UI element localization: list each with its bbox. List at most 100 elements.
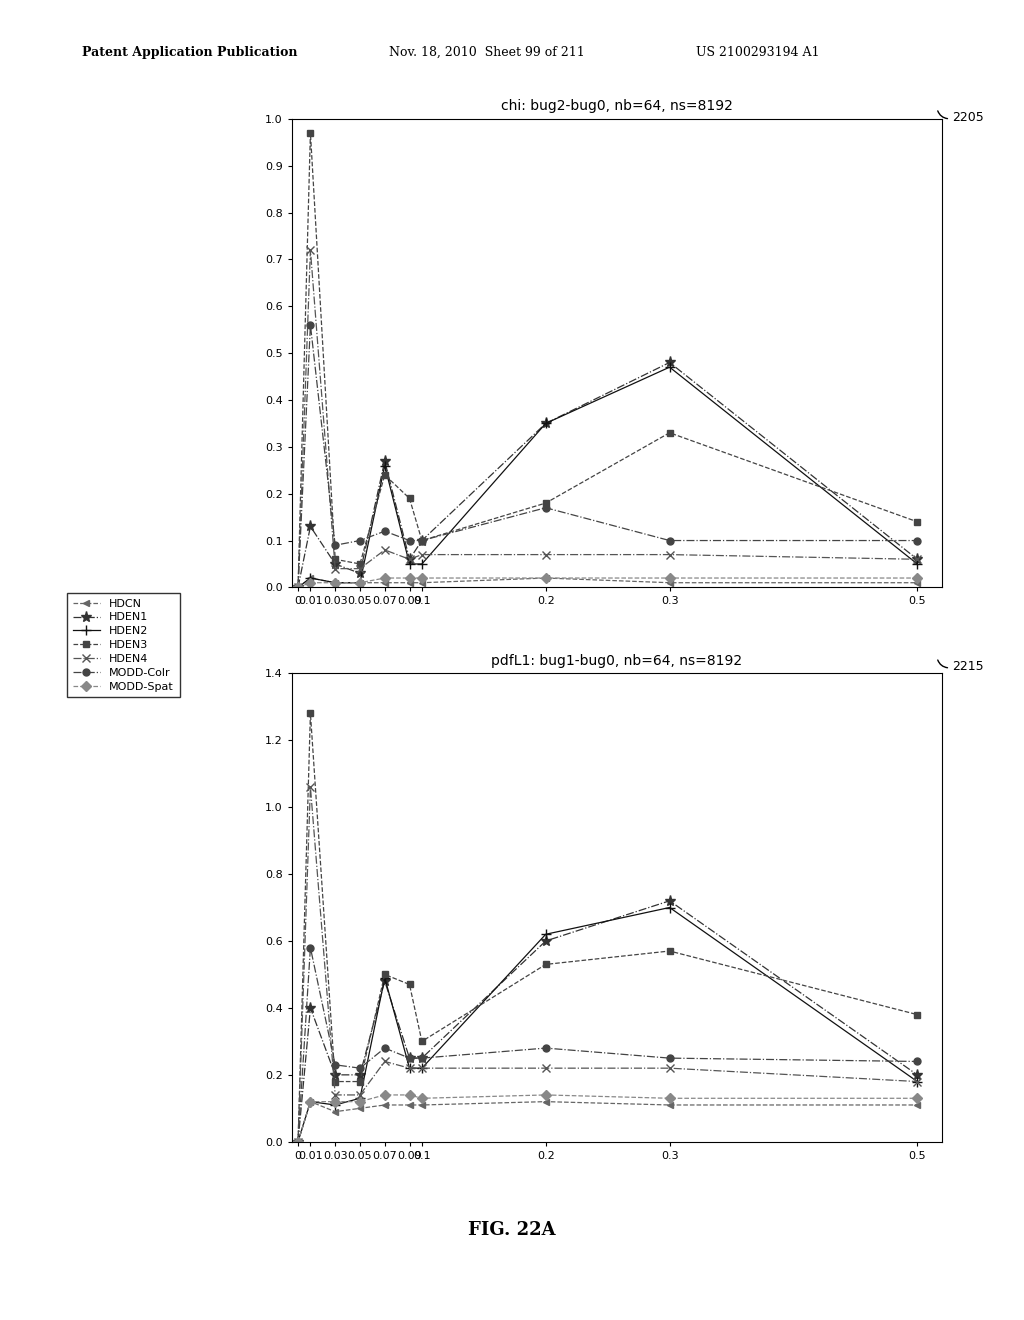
MODD-Colr — [379, 1040, 391, 1056]
Line: HDEN2: HDEN2 — [293, 903, 923, 1147]
Line: MODD-Colr: MODD-Colr — [295, 322, 921, 591]
HDEN1 — [379, 453, 391, 469]
HDCN — [664, 574, 676, 590]
HDEN2 — [416, 1060, 428, 1076]
HDCN — [540, 1094, 552, 1110]
MODD-Spat — [292, 1134, 304, 1150]
HDEN4 — [664, 1060, 676, 1076]
MODD-Colr — [540, 1040, 552, 1056]
MODD-Spat — [403, 1088, 416, 1104]
HDEN4 — [354, 1088, 367, 1104]
HDEN3 — [354, 556, 367, 572]
MODD-Spat — [354, 1094, 367, 1110]
MODD-Colr — [354, 1060, 367, 1076]
MODD-Spat — [911, 1090, 924, 1106]
HDEN4 — [416, 546, 428, 562]
MODD-Spat — [911, 570, 924, 586]
Line: HDCN: HDCN — [295, 574, 921, 591]
HDEN1 — [540, 416, 552, 432]
HDCN — [292, 1134, 304, 1150]
HDEN3 — [416, 532, 428, 549]
HDEN3 — [329, 552, 341, 568]
HDEN2 — [292, 1134, 304, 1150]
MODD-Colr — [292, 1134, 304, 1150]
HDCN — [403, 574, 416, 590]
Line: MODD-Spat: MODD-Spat — [295, 574, 921, 591]
HDEN3 — [379, 966, 391, 982]
MODD-Colr — [911, 532, 924, 549]
HDEN1 — [911, 1067, 924, 1082]
HDEN4 — [329, 1088, 341, 1104]
HDCN — [416, 574, 428, 590]
HDEN2 — [379, 970, 391, 986]
HDEN1 — [354, 565, 367, 581]
Text: 2215: 2215 — [952, 660, 984, 673]
HDEN3 — [540, 495, 552, 511]
MODD-Spat — [292, 579, 304, 595]
Legend: HDCN, HDEN1, HDEN2, HDEN3, HDEN4, MODD-Colr, MODD-Spat: HDCN, HDEN1, HDEN2, HDEN3, HDEN4, MODD-C… — [67, 593, 179, 697]
MODD-Colr — [354, 532, 367, 549]
HDCN — [329, 574, 341, 590]
HDCN — [379, 574, 391, 590]
HDEN3 — [304, 705, 316, 721]
HDEN2 — [304, 570, 316, 586]
HDEN1 — [416, 532, 428, 549]
HDEN4 — [292, 579, 304, 595]
HDCN — [911, 1097, 924, 1113]
HDEN1 — [304, 1001, 316, 1016]
HDCN — [540, 570, 552, 586]
MODD-Colr — [304, 317, 316, 333]
HDEN1 — [329, 556, 341, 572]
HDEN2 — [911, 1073, 924, 1089]
MODD-Colr — [911, 1053, 924, 1069]
HDCN — [292, 579, 304, 595]
HDEN3 — [292, 579, 304, 595]
HDEN2 — [664, 900, 676, 916]
HDEN3 — [416, 1034, 428, 1049]
HDEN1 — [664, 892, 676, 908]
Text: Patent Application Publication: Patent Application Publication — [82, 46, 297, 59]
HDEN3 — [403, 491, 416, 507]
HDEN1 — [354, 1067, 367, 1082]
HDEN2 — [379, 458, 391, 474]
Line: HDEN4: HDEN4 — [294, 246, 922, 591]
HDEN4 — [911, 1073, 924, 1089]
HDEN4 — [911, 552, 924, 568]
MODD-Colr — [416, 1051, 428, 1067]
HDEN1 — [379, 973, 391, 989]
HDEN2 — [403, 556, 416, 572]
MODD-Colr — [540, 500, 552, 516]
MODD-Colr — [304, 940, 316, 956]
HDEN2 — [304, 1094, 316, 1110]
HDEN4 — [379, 1053, 391, 1069]
HDEN2 — [354, 574, 367, 590]
Text: US 2100293194 A1: US 2100293194 A1 — [696, 46, 820, 59]
MODD-Spat — [540, 1088, 552, 1104]
MODD-Colr — [403, 1051, 416, 1067]
HDEN3 — [403, 977, 416, 993]
HDEN3 — [911, 1007, 924, 1023]
MODD-Colr — [664, 532, 676, 549]
HDEN3 — [329, 1073, 341, 1089]
Line: MODD-Colr: MODD-Colr — [295, 944, 921, 1146]
HDCN — [911, 574, 924, 590]
HDEN2 — [329, 1097, 341, 1113]
HDEN2 — [292, 579, 304, 595]
HDEN4 — [292, 1134, 304, 1150]
MODD-Colr — [379, 523, 391, 539]
HDCN — [304, 1094, 316, 1110]
HDCN — [354, 574, 367, 590]
HDEN2 — [911, 556, 924, 572]
MODD-Spat — [304, 574, 316, 590]
HDEN1 — [292, 579, 304, 595]
HDEN3 — [540, 957, 552, 973]
MODD-Spat — [379, 1088, 391, 1104]
HDCN — [354, 1101, 367, 1117]
HDEN4 — [540, 1060, 552, 1076]
HDEN1 — [403, 552, 416, 568]
HDEN4 — [354, 561, 367, 577]
HDEN1 — [292, 1134, 304, 1150]
Line: MODD-Spat: MODD-Spat — [295, 1092, 921, 1146]
Line: HDEN3: HDEN3 — [295, 710, 921, 1146]
MODD-Spat — [304, 1094, 316, 1110]
